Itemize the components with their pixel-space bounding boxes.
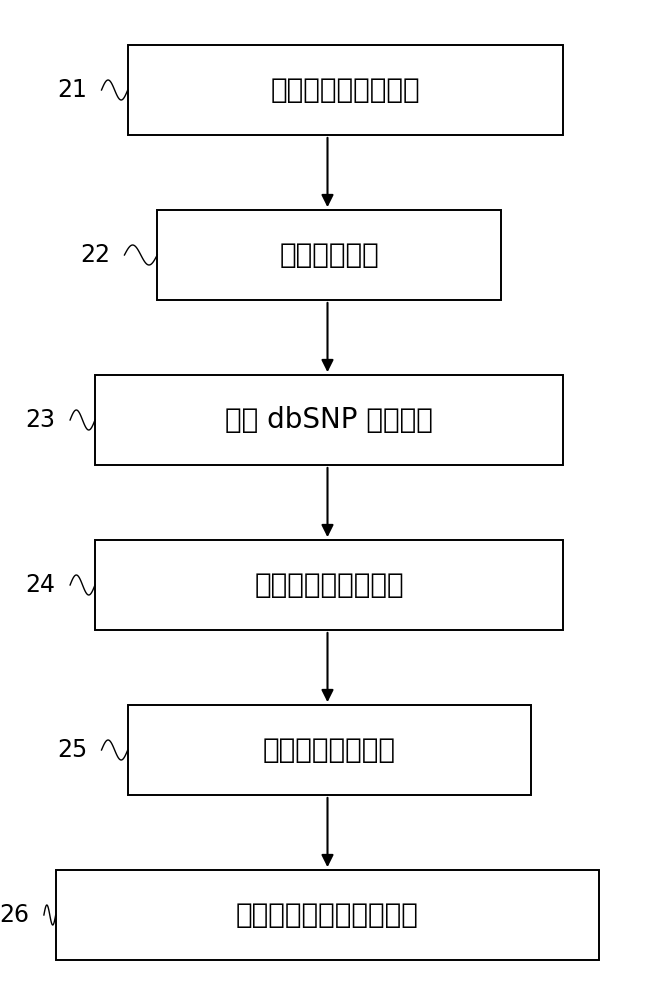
- Text: 22: 22: [80, 243, 110, 267]
- Text: 21: 21: [57, 78, 87, 102]
- Text: 突变频率分析模块: 突变频率分析模块: [263, 736, 396, 764]
- Text: 25: 25: [57, 738, 87, 762]
- Text: 24: 24: [26, 573, 56, 597]
- Text: 26: 26: [0, 903, 29, 927]
- Text: 变异检测模块: 变异检测模块: [279, 241, 379, 269]
- FancyBboxPatch shape: [95, 375, 563, 465]
- Text: 拷贝数变异检测模块: 拷贝数变异检测模块: [254, 571, 404, 599]
- FancyBboxPatch shape: [128, 45, 563, 135]
- Text: 23: 23: [26, 408, 56, 432]
- FancyBboxPatch shape: [128, 705, 531, 795]
- Text: 数据获取和比对模块: 数据获取和比对模块: [271, 76, 421, 104]
- FancyBboxPatch shape: [95, 540, 563, 630]
- FancyBboxPatch shape: [56, 870, 599, 960]
- Text: 染色体联合缺失分析模块: 染色体联合缺失分析模块: [236, 901, 419, 929]
- FancyBboxPatch shape: [157, 210, 501, 300]
- Text: 高频 dbSNP 获取模块: 高频 dbSNP 获取模块: [225, 406, 433, 434]
